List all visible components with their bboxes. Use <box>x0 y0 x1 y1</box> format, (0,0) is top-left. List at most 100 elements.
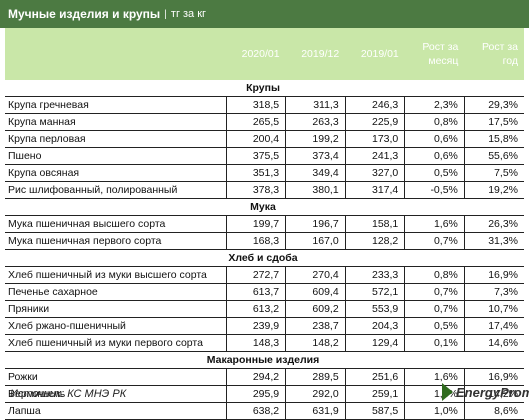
value-cell: 225,9 <box>344 113 405 131</box>
value-cell: 1,6% <box>404 215 465 233</box>
product-name-cell: Вермишель <box>5 385 226 403</box>
value-cell: 14,6% <box>463 334 524 352</box>
group-row: Мука <box>5 198 524 216</box>
value-cell: 19,2% <box>463 181 524 199</box>
header-cell-month-growth: Рост за месяц <box>404 28 465 80</box>
value-cell: 196,7 <box>285 215 346 233</box>
table-body: Крупы Крупа гречневая 318,5 311,3 246,3 2,3% 2… <box>5 80 524 420</box>
product-name-cell: Печенье сахарное <box>5 283 226 301</box>
value-cell: 259,1 <box>344 385 405 403</box>
value-cell: 587,5 <box>344 402 405 420</box>
value-cell: 378,3 <box>225 181 286 199</box>
value-cell: 238,7 <box>285 317 346 335</box>
value-cell: 311,3 <box>285 96 346 114</box>
product-name-cell: Мука пшеничная первого сорта <box>5 232 226 250</box>
value-cell: 553,9 <box>344 300 405 318</box>
value-cell: 0,6% <box>404 130 465 148</box>
value-cell: 638,2 <box>225 402 286 420</box>
value-cell: 318,5 <box>225 96 286 114</box>
value-cell: 16,9% <box>463 266 524 284</box>
value-cell: 15,8% <box>463 130 524 148</box>
title-bar: Мучные изделия и крупы | тг за кг <box>0 0 529 28</box>
value-cell: 1,6% <box>404 368 465 386</box>
value-cell: 2,3% <box>404 96 465 114</box>
value-cell: 265,5 <box>225 113 286 131</box>
value-cell: 158,1 <box>344 215 405 233</box>
value-cell: 167,0 <box>285 232 346 250</box>
product-name-cell: Хлеб ржано-пшеничный <box>5 317 226 335</box>
value-cell: 349,4 <box>285 164 346 182</box>
product-name-cell: Крупа овсяная <box>5 164 226 182</box>
product-name-cell: Хлеб пшеничный из муки высшего сорта <box>5 266 226 284</box>
value-cell: 199,7 <box>225 215 286 233</box>
value-cell: 251,6 <box>344 368 405 386</box>
value-cell: 631,9 <box>285 402 346 420</box>
value-cell: 241,3 <box>344 147 405 165</box>
value-cell: 294,2 <box>225 368 286 386</box>
value-cell: 0,6% <box>404 147 465 165</box>
value-cell: 204,3 <box>344 317 405 335</box>
value-cell: 609,2 <box>285 300 346 318</box>
value-cell: 233,3 <box>344 266 405 284</box>
value-cell: 14,2% <box>463 385 524 403</box>
value-cell: -0,5% <box>404 181 465 199</box>
value-cell: 0,5% <box>404 317 465 335</box>
value-cell: 351,3 <box>225 164 286 182</box>
group-row: Крупы <box>5 80 524 97</box>
header-row: 2020/01 2019/12 2019/01 Рост за месяц Ро… <box>5 28 524 80</box>
product-name-cell: Крупа перловая <box>5 130 226 148</box>
value-cell: 8,6% <box>463 402 524 420</box>
value-cell: 0,5% <box>404 164 465 182</box>
group-heading: Крупы <box>5 80 524 97</box>
product-name-cell: Пряники <box>5 300 226 318</box>
table-row: Рис шлифованный, полированный 378,3 380,1 3… <box>5 181 524 199</box>
table-row: Лапша 638,2 631,9 587,5 1,0% 8,6% <box>5 402 524 420</box>
value-cell: 148,3 <box>225 334 286 352</box>
table-row: Крупа овсяная 351,3 349,4 327,0 0,5% 7,5% <box>5 164 524 182</box>
value-cell: 200,4 <box>225 130 286 148</box>
value-cell: 0,8% <box>404 113 465 131</box>
table-row: Хлеб пшеничный из муки первого сорта 148,… <box>5 334 524 352</box>
header-cell-2020-01: 2020/01 <box>226 28 286 80</box>
table-row: Рожки 294,2 289,5 251,6 1,6% 16,9% <box>5 368 524 386</box>
value-cell: 129,4 <box>344 334 405 352</box>
value-cell: 7,3% <box>463 283 524 301</box>
value-cell: 292,0 <box>285 385 346 403</box>
value-cell: 17,4% <box>463 317 524 335</box>
group-heading: Макаронные изделия <box>5 351 524 369</box>
value-cell: 55,6% <box>463 147 524 165</box>
table-row: Крупа гречневая 318,5 311,3 246,3 2,3% 29,3% <box>5 96 524 114</box>
header-cell-2019-01: 2019/01 <box>345 28 405 80</box>
value-cell: 0,1% <box>404 334 465 352</box>
value-cell: 380,1 <box>285 181 346 199</box>
brand-logo: EnergyProm <box>442 383 529 401</box>
value-cell: 148,2 <box>285 334 346 352</box>
value-cell: 31,3% <box>463 232 524 250</box>
value-cell: 609,4 <box>285 283 346 301</box>
value-cell: 168,3 <box>225 232 286 250</box>
group-heading: Хлеб и сдоба <box>5 249 524 267</box>
value-cell: 289,5 <box>285 368 346 386</box>
value-cell: 1,0% <box>404 402 465 420</box>
value-cell: 295,9 <box>225 385 286 403</box>
title-separator: | <box>164 8 167 20</box>
value-cell: 375,5 <box>225 147 286 165</box>
header-cell-2019-12: 2019/12 <box>285 28 346 80</box>
price-table: 2020/01 2019/12 2019/01 Рост за месяц Ро… <box>5 28 524 420</box>
value-cell: 613,7 <box>225 283 286 301</box>
table-title: Мучные изделия и крупы <box>8 7 161 21</box>
value-cell: 327,0 <box>344 164 405 182</box>
value-cell: 128,2 <box>344 232 405 250</box>
product-name-cell: Хлеб пшеничный из муки первого сорта <box>5 334 226 352</box>
value-cell: 173,0 <box>344 130 405 148</box>
header-cell-year-growth: Рост за год <box>464 28 524 80</box>
value-cell: 373,4 <box>285 147 346 165</box>
table-row: Крупа перловая 200,4 199,2 173,0 0,6% 15,8% <box>5 130 524 148</box>
value-cell: 7,5% <box>463 164 524 182</box>
value-cell: 10,7% <box>463 300 524 318</box>
header-cell-product <box>5 28 226 80</box>
value-cell: 239,9 <box>225 317 286 335</box>
value-cell: 29,3% <box>463 96 524 114</box>
value-cell: 0,7% <box>404 300 465 318</box>
group-row: Макаронные изделия <box>5 351 524 369</box>
